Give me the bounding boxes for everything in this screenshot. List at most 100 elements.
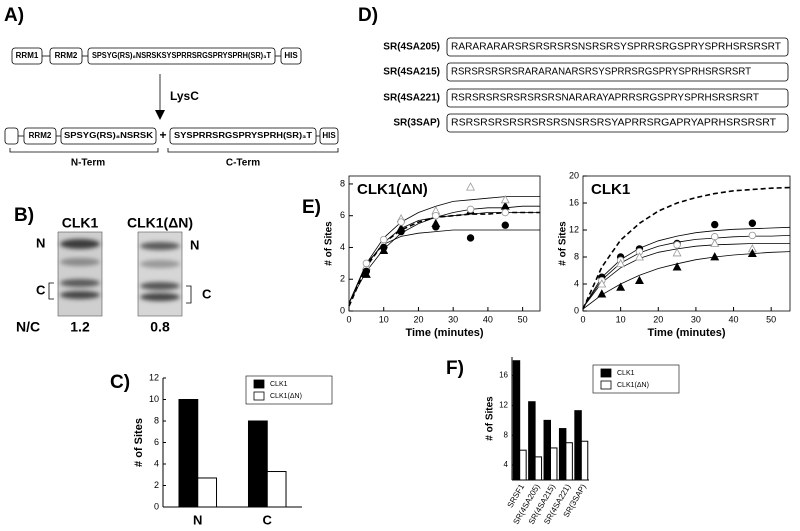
x-tick-label: 30 xyxy=(691,314,701,324)
bar xyxy=(519,449,527,481)
x-tick-label: 30 xyxy=(448,314,458,324)
domain-diagram: RRM1 RRM2 SPSYG(RS)₈NSRSKSYSPRRSRGSPRYSP… xyxy=(4,47,339,169)
fit-line xyxy=(348,196,540,304)
x-tick-label: 20 xyxy=(653,314,663,324)
point xyxy=(672,248,682,257)
y-tick-label: 20 xyxy=(569,170,579,180)
fit-line xyxy=(348,205,540,304)
y-tick-label: 8 xyxy=(154,415,159,425)
y-tick-label: 10 xyxy=(149,394,159,404)
bar xyxy=(197,477,218,508)
y-tick-label: 12 xyxy=(569,224,579,234)
bar xyxy=(574,410,582,481)
plus: + xyxy=(159,128,166,142)
plot-frame xyxy=(348,175,541,312)
legend-swatch xyxy=(600,368,612,378)
point xyxy=(466,182,476,191)
legend-label: CLK1(ΔN) xyxy=(617,382,649,389)
y-axis-label: # of Sites xyxy=(485,396,496,441)
x-tick-label: 0 xyxy=(580,314,585,324)
chart-title: CLK1(ΔN) xyxy=(357,181,428,198)
point xyxy=(432,223,440,231)
fit-line xyxy=(348,229,540,304)
fragment-label: N-Term xyxy=(71,158,105,169)
construct-name: SR(3SAP) xyxy=(393,118,440,129)
fit-line xyxy=(348,211,540,307)
domain-label: HIS xyxy=(322,131,336,140)
x-tick-label: 0 xyxy=(346,314,351,324)
point xyxy=(597,279,607,288)
x-tick-label: N xyxy=(193,512,202,527)
y-tick-label: 4 xyxy=(504,460,509,469)
legend-swatch xyxy=(253,391,265,401)
bar xyxy=(565,442,573,481)
construct-name: SR(4SA221) xyxy=(383,93,440,104)
x-tick-label: 50 xyxy=(518,314,528,324)
point xyxy=(616,282,626,291)
fit-line xyxy=(582,235,791,308)
point xyxy=(673,241,681,249)
bar xyxy=(178,399,199,508)
bar xyxy=(528,401,536,481)
point xyxy=(397,227,405,236)
point xyxy=(501,208,509,217)
point xyxy=(634,252,644,261)
domain-label: RRM1 xyxy=(16,51,39,60)
y-tick-label: 16 xyxy=(569,197,579,207)
y-tick-label: 8 xyxy=(340,178,345,188)
ratio-label: N/C xyxy=(16,319,40,335)
band-label: N xyxy=(190,237,199,252)
band-label: C xyxy=(36,282,46,297)
y-tick-label: 2 xyxy=(154,480,159,490)
point xyxy=(711,220,719,229)
point xyxy=(634,275,644,285)
panel-label: E) xyxy=(302,197,321,218)
y-tick-label: 12 xyxy=(149,372,159,382)
point xyxy=(397,218,405,226)
point xyxy=(432,212,440,220)
fit-line xyxy=(582,243,790,308)
band-label: N xyxy=(36,235,45,250)
sequence: RARARARARSRSRSRSRSNSRSRSYSPRRSRGSPRYSPRH… xyxy=(451,42,781,53)
y-axis-label: # of Sites xyxy=(324,221,335,266)
band-label: C xyxy=(202,286,212,301)
y-axis-label: # of Sites xyxy=(133,418,145,467)
bar xyxy=(543,419,551,481)
bar xyxy=(512,360,521,481)
point xyxy=(616,258,626,268)
legend-label: CLK1 xyxy=(617,370,635,377)
bar xyxy=(266,471,287,508)
ratio-value: 0.8 xyxy=(150,319,170,335)
lane-label: CLK1 xyxy=(62,215,99,231)
fit-line xyxy=(582,226,791,308)
point xyxy=(748,231,757,240)
point xyxy=(597,289,607,298)
fit-line xyxy=(582,186,791,310)
ratio-value: 1.2 xyxy=(70,319,90,335)
point xyxy=(380,235,388,244)
y-tick-label: 6 xyxy=(340,210,345,220)
point xyxy=(710,238,720,247)
y-axis-label: # of Sites xyxy=(558,221,569,266)
x-tick-label: 20 xyxy=(413,314,423,324)
y-tick-label: 0 xyxy=(340,305,345,315)
y-tick-label: 0 xyxy=(154,501,159,511)
x-tick-label: 40 xyxy=(729,314,739,324)
enzyme-label: LysC xyxy=(170,89,199,103)
y-tick-label: 4 xyxy=(154,458,159,468)
sequence: SYSPRRSRGSPRYSPRH(SR)₃T xyxy=(174,131,312,140)
fit-line xyxy=(348,212,540,304)
construct-name: SR(4SA205) xyxy=(383,42,440,53)
legend-swatch xyxy=(253,379,265,389)
sequence-table: SR(4SA205) RARARARARSRSRSRSRSNSRSRSYSPRR… xyxy=(383,37,789,133)
domain-label: RRM2 xyxy=(29,131,52,140)
y-tick-label: 4 xyxy=(574,278,579,288)
domain-label: HIS xyxy=(284,51,298,60)
panel-label: F) xyxy=(446,358,464,379)
sequence: RSRSRSRSRSRARARANARSRSYSPRRSRGSPRYSPRHSR… xyxy=(451,67,751,78)
y-tick-label: 6 xyxy=(154,437,159,447)
x-tick-label: 40 xyxy=(483,314,493,324)
x-tick-label: C xyxy=(263,512,273,527)
y-tick-label: 0 xyxy=(574,305,579,315)
